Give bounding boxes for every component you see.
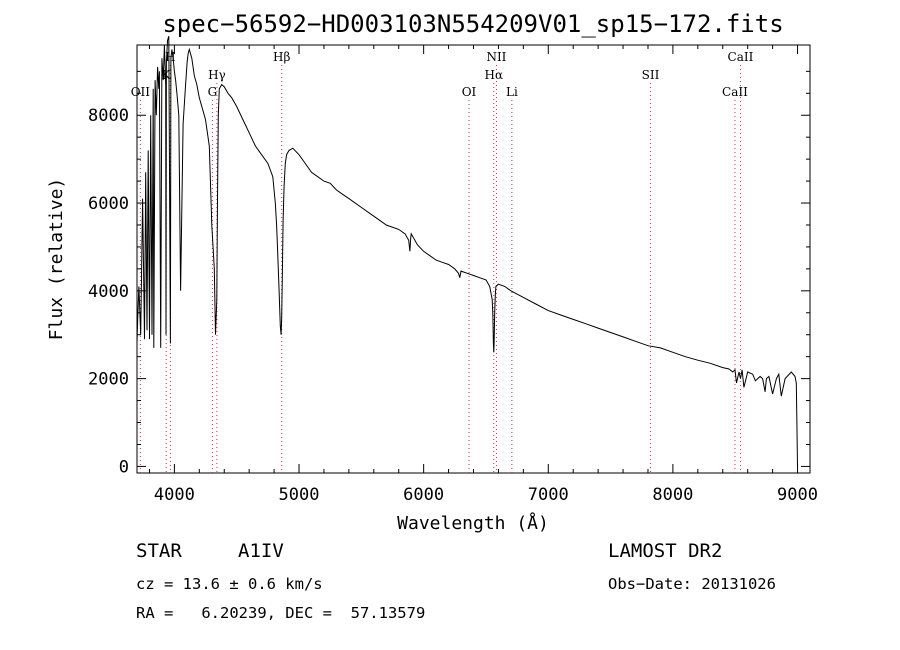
y-tick-label: 6000 xyxy=(88,194,129,214)
spectral-line-label: OI xyxy=(462,85,477,99)
object-class: STAR xyxy=(136,540,182,562)
ra-dec: RA = 6.20239, DEC = 57.13579 xyxy=(136,604,426,622)
y-tick-labels: 0 2000 4000 6000 8000 xyxy=(88,106,129,477)
y-tick-label: 0 xyxy=(119,457,129,477)
x-tick-label: 4000 xyxy=(154,485,195,505)
spectral-line-label: OII xyxy=(131,85,151,99)
spectral-line-label: NII xyxy=(486,50,506,64)
chart-title: spec−56592−HD003103N554209V01_sp15−172.f… xyxy=(162,10,783,38)
x-tick-label: 7000 xyxy=(528,485,569,505)
axis-ticks xyxy=(137,45,810,473)
object-subclass: A1IV xyxy=(238,540,284,562)
spectral-line-label: Hα xyxy=(485,68,504,82)
y-axis-label: Flux (relative) xyxy=(46,178,67,341)
y-tick-label: 8000 xyxy=(88,106,129,126)
spectral-line-label: Li xyxy=(506,85,518,99)
x-tick-label: 8000 xyxy=(652,485,693,505)
redshift-cz: cz = 13.6 ± 0.6 km/s xyxy=(136,575,323,593)
y-tick-label: 2000 xyxy=(88,370,129,390)
observation-date: Obs−Date: 20131026 xyxy=(608,575,776,593)
spectral-line-label: Hγ xyxy=(208,68,226,82)
spectral-line-label: G xyxy=(208,85,218,99)
spectral-line-label: CaII xyxy=(722,85,748,99)
y-tick-label: 4000 xyxy=(88,282,129,302)
spectral-line-label: H xyxy=(165,50,175,64)
x-tick-labels: 4000 5000 6000 7000 8000 9000 xyxy=(154,485,818,505)
flux-series-line xyxy=(136,36,798,467)
x-tick-label: 6000 xyxy=(403,485,444,505)
spectral-line-label: SII xyxy=(642,68,660,82)
survey-name: LAMOST DR2 xyxy=(608,540,723,562)
spectral-line-label: CaII xyxy=(728,50,754,64)
spectral-line-label: Hβ xyxy=(273,50,290,64)
x-tick-label: 5000 xyxy=(279,485,320,505)
x-axis-label: Wavelength (Å) xyxy=(397,512,549,534)
x-tick-label: 9000 xyxy=(777,485,818,505)
